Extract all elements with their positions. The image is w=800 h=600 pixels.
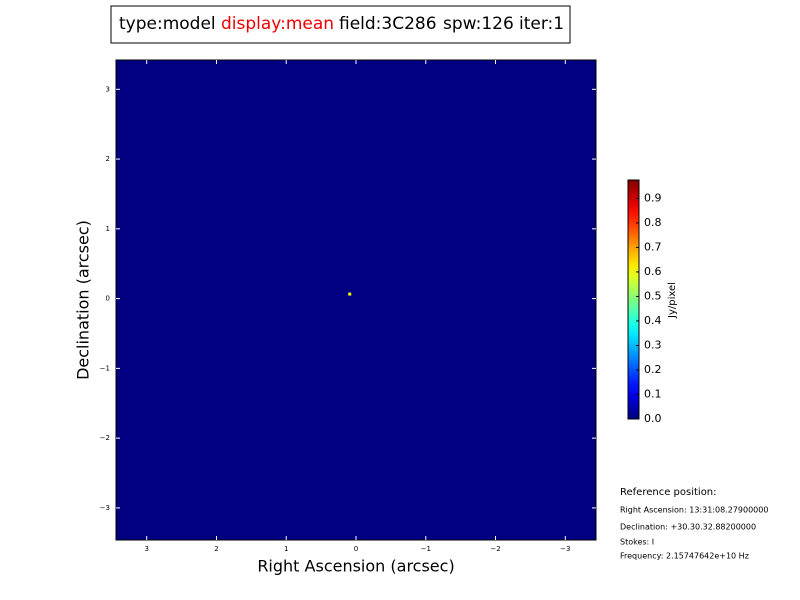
colorbar-tick-label: 0.0 [644, 412, 662, 425]
y-tick-label: −1 [100, 364, 110, 372]
header-display: display:mean [221, 14, 334, 34]
colorbar [627, 179, 640, 420]
reference-line: Stokes: I [620, 538, 654, 547]
header-iter: iter:1 [519, 14, 564, 34]
colorbar-tick-label: 0.9 [644, 191, 662, 204]
colorbar-tick-label: 0.5 [644, 289, 662, 302]
y-tick-label: 0 [106, 295, 110, 303]
header-field: field:3C286 [339, 14, 437, 34]
x-tick-label: 2 [214, 545, 218, 553]
y-tick-label: 3 [106, 85, 110, 93]
y-tick-label: 1 [106, 225, 110, 233]
y-axis-label: Declination (arcsec) [74, 220, 93, 380]
colorbar-tick-label: 0.3 [644, 338, 662, 351]
colorbar-tick-label: 0.8 [644, 216, 662, 229]
x-tick-label: 0 [354, 545, 358, 553]
x-tick-label: 1 [284, 545, 288, 553]
reference-line: Declination: +30.30.32.88200000 [620, 523, 756, 532]
y-tick-label: 2 [106, 155, 110, 163]
image-background [116, 60, 596, 540]
colorbar-tick-label: 0.4 [644, 314, 662, 327]
x-tick-label: −3 [560, 545, 570, 553]
header-spw: spw:126 [443, 14, 514, 34]
x-axis-label: Right Ascension (arcsec) [257, 557, 454, 576]
header-type: type:model [119, 14, 216, 34]
reference-line: Right Ascension: 13:31:08.27900000 [620, 506, 768, 515]
colorbar-tick-label: 0.7 [644, 240, 662, 253]
reference-line: Frequency: 2.15747642e+10 Hz [620, 552, 749, 561]
x-tick-label: −2 [490, 545, 500, 553]
reference-title: Reference position: [620, 487, 717, 498]
image-pixel [348, 292, 352, 296]
x-tick-label: −1 [421, 545, 431, 553]
y-tick-label: −3 [100, 504, 110, 512]
x-tick-label: 3 [144, 545, 148, 553]
colorbar-tick-label: 0.6 [644, 265, 662, 278]
colorbar-tick-label: 0.2 [644, 363, 662, 376]
header-box [110, 5, 571, 44]
y-tick-label: −2 [100, 434, 110, 442]
colorbar-tick-label: 0.1 [644, 387, 662, 400]
colorbar-label: Jy/pixel [667, 282, 678, 319]
